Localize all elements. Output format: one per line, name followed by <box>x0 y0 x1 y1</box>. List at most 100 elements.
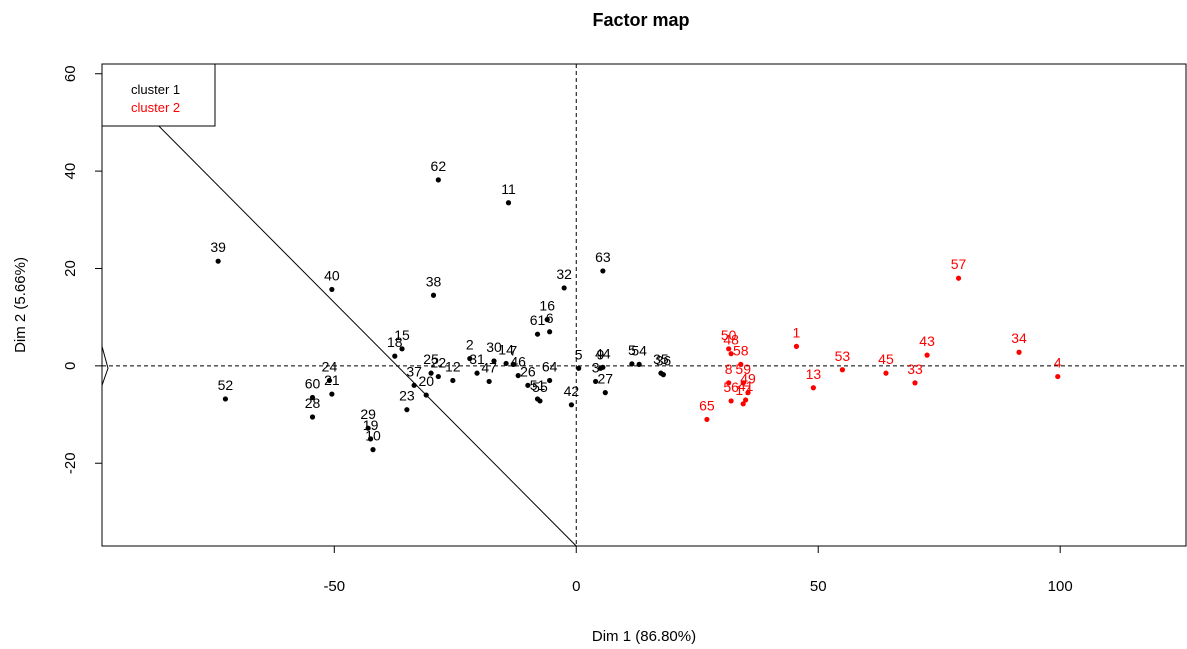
point-label: 42 <box>564 383 580 399</box>
point-43: 43 <box>919 333 935 358</box>
point-label: 65 <box>699 397 715 413</box>
point-marker <box>515 372 521 379</box>
point-marker <box>428 370 434 376</box>
point-48: 48 <box>723 332 739 357</box>
y-tick-label: 60 <box>62 65 79 82</box>
point-4: 4 <box>1054 355 1062 380</box>
legend-entry-cluster-1: cluster 1 <box>131 82 180 97</box>
data-points: 3952402421602829191062381118152522372023… <box>210 158 1062 453</box>
point-58: 58 <box>733 342 749 367</box>
point-marker <box>430 292 437 298</box>
reference-lines <box>101 64 1186 547</box>
point-34: 34 <box>1011 330 1027 355</box>
point-marker <box>660 372 666 378</box>
point-label: 29 <box>360 406 376 422</box>
point-label: 18 <box>387 334 403 350</box>
point-52: 52 <box>218 377 234 402</box>
point-marker <box>743 397 749 403</box>
point-40: 40 <box>324 267 340 293</box>
point-54: 54 <box>631 342 647 367</box>
point-label: 17 <box>735 382 751 398</box>
point-18: 18 <box>387 334 403 359</box>
point-37: 37 <box>406 363 422 388</box>
point-marker <box>1055 373 1061 380</box>
point-label: 52 <box>218 377 234 393</box>
point-label: 41 <box>738 378 754 394</box>
point-29: 29 <box>360 406 376 431</box>
point-27: 27 <box>597 371 613 396</box>
point-label: 63 <box>595 249 611 265</box>
point-marker <box>399 346 405 352</box>
point-marker <box>435 373 441 380</box>
point-marker <box>568 402 575 408</box>
point-16: 16 <box>539 298 555 323</box>
point-marker <box>215 258 221 264</box>
point-6: 6 <box>546 310 554 335</box>
point-marker <box>745 390 751 396</box>
x-axis-label: Dim 1 (86.80%) <box>592 628 696 645</box>
point-26: 26 <box>520 363 536 388</box>
point-marker <box>740 380 746 386</box>
point-label: 25 <box>423 351 439 367</box>
point-36: 36 <box>656 353 671 378</box>
point-marker <box>704 416 710 423</box>
point-marker <box>924 352 930 358</box>
point-label: 32 <box>556 266 572 282</box>
point-59: 59 <box>735 361 751 386</box>
legend-box <box>101 63 216 127</box>
point-label: 43 <box>919 333 935 349</box>
point-label: 6 <box>546 310 554 326</box>
point-label: 58 <box>733 342 749 358</box>
point-61: 61 <box>530 312 546 337</box>
point-label: 3 <box>592 359 600 375</box>
point-label: 31 <box>469 351 485 367</box>
point-64: 64 <box>542 358 558 384</box>
point-marker <box>222 396 229 402</box>
point-marker <box>602 390 608 396</box>
point-47: 47 <box>481 359 497 385</box>
point-label: 34 <box>1011 330 1027 346</box>
point-label: 64 <box>542 358 558 374</box>
point-10: 10 <box>365 428 381 453</box>
point-marker <box>636 361 642 367</box>
point-marker <box>503 360 509 367</box>
point-label: 22 <box>431 355 447 371</box>
point-label: 37 <box>406 363 422 379</box>
point-label: 50 <box>721 327 737 343</box>
point-marker <box>450 377 456 384</box>
y-tick-label: 40 <box>62 163 79 180</box>
point-42: 42 <box>564 383 580 408</box>
point-45: 45 <box>878 351 894 376</box>
point-14: 14 <box>498 341 514 367</box>
point-label: 5 <box>575 346 583 362</box>
point-marker <box>955 275 962 281</box>
point-32: 32 <box>556 266 572 291</box>
point-label: 5 <box>628 342 636 358</box>
point-label: 56 <box>723 379 739 395</box>
point-marker <box>329 391 335 397</box>
point-53: 53 <box>835 348 850 373</box>
point-label: 2 <box>466 337 474 353</box>
point-label: 4 <box>1054 355 1062 371</box>
point-2: 2 <box>466 337 474 362</box>
point-label: 55 <box>532 379 548 395</box>
point-22: 22 <box>431 355 447 380</box>
point-3: 3 <box>592 359 600 385</box>
point-label: 23 <box>399 388 415 404</box>
point-label: 20 <box>418 373 434 389</box>
point-33: 33 <box>907 361 923 386</box>
point-label: 16 <box>539 298 555 314</box>
point-marker <box>435 177 441 183</box>
point-label: 28 <box>305 395 321 411</box>
point-marker <box>392 353 398 359</box>
point-label: 1 <box>793 324 801 340</box>
point-marker <box>547 329 553 335</box>
point-marker <box>370 447 376 453</box>
point-marker <box>793 343 800 349</box>
point-label: 21 <box>324 372 340 388</box>
point-label: 40 <box>324 267 340 283</box>
point-marker <box>561 285 567 291</box>
point-label: 15 <box>394 327 410 343</box>
point-label: 62 <box>431 158 447 174</box>
